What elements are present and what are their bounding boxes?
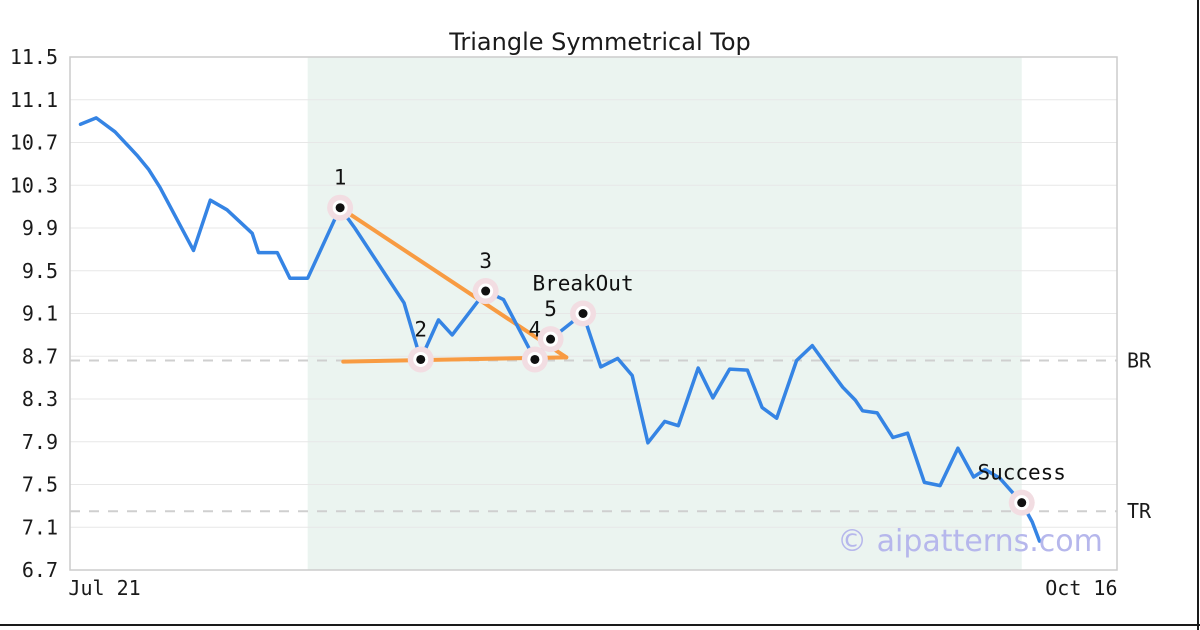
y-tick-label: 10.7 [10, 131, 58, 155]
y-tick-label: 8.3 [22, 387, 58, 411]
chart-title: Triangle Symmetrical Top [449, 28, 751, 56]
bottom-divider-line [0, 624, 1200, 626]
y-tick-label: 9.1 [22, 302, 58, 326]
marker-dot [335, 203, 345, 213]
y-tick-label: 10.3 [10, 173, 58, 197]
x-tick-labels: Jul 21 Oct 16 [68, 576, 1117, 600]
marker-dot [481, 286, 491, 296]
y-tick-label: 11.1 [10, 88, 58, 112]
y-tick-label: 7.9 [22, 430, 58, 454]
y-tick-label: 9.9 [22, 216, 58, 240]
marker-dot [416, 354, 426, 364]
y-tick-label: 6.7 [22, 558, 58, 582]
marker-label: 3 [479, 249, 492, 273]
y-tick-label: 9.5 [22, 259, 58, 283]
x-tick-label: Jul 21 [68, 576, 140, 600]
marker-dot [530, 354, 540, 364]
level-label-tr: TR [1127, 499, 1152, 523]
watermark-text: © aipatterns.com [837, 524, 1103, 559]
upper-trendline [338, 205, 569, 360]
y-tick-label: 7.1 [22, 515, 58, 539]
marker-label: 1 [334, 166, 347, 190]
right-edge-line [1197, 0, 1199, 630]
y-tick-label: 11.5 [10, 45, 58, 69]
marker-label: Success [977, 461, 1066, 485]
marker-dot [1017, 498, 1027, 508]
level-label-br: BR [1127, 349, 1152, 373]
marker-label: 4 [529, 317, 542, 341]
marker-label: BreakOut [532, 272, 633, 296]
marker-dot [546, 334, 556, 344]
level-lines: BR TR [70, 349, 1152, 523]
marker-dot [578, 309, 588, 318]
marker-label: 2 [414, 317, 427, 341]
y-tick-label: 7.5 [22, 473, 58, 497]
y-tick-labels: 11.5 11.1 10.7 10.3 9.9 9.5 9.1 8.7 8.3 7.9 7.5 7.1… [10, 45, 58, 582]
plot-border [69, 56, 1118, 571]
marker-label: 5 [544, 297, 557, 321]
border-layer [69, 56, 1118, 571]
x-tick-label: Oct 16 [1045, 576, 1117, 600]
y-tick-label: 8.7 [22, 344, 58, 368]
series-layer [78, 116, 1042, 543]
price-line [78, 116, 1042, 543]
